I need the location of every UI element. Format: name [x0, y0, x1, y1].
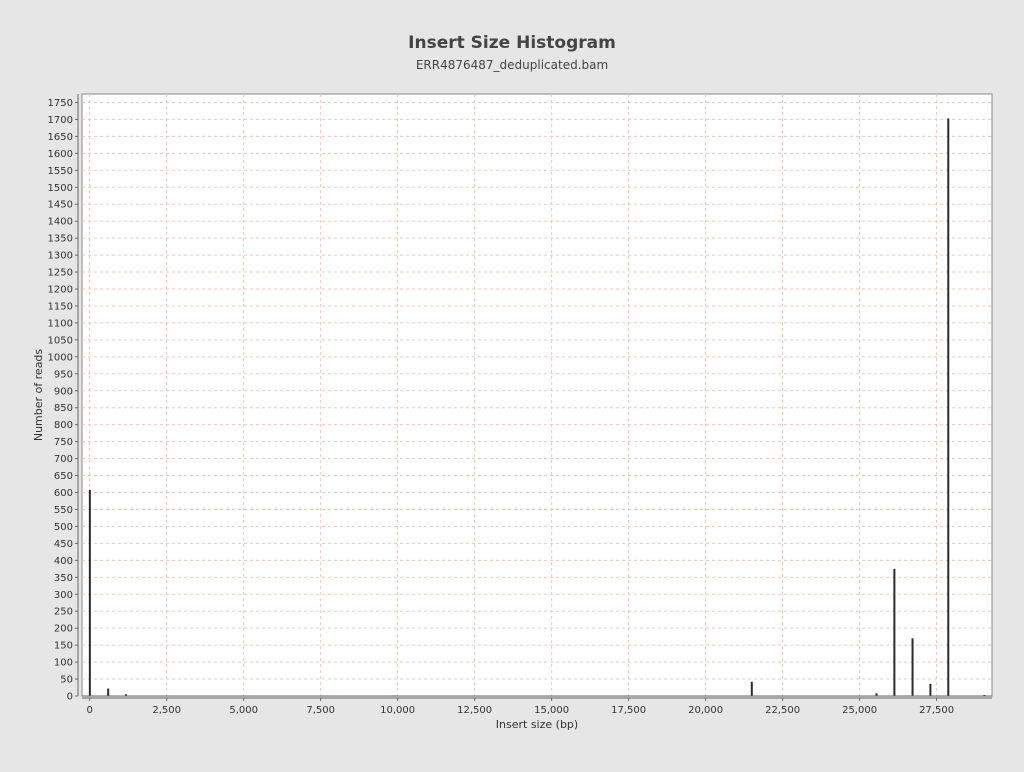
x-tick-label: 17,500 [611, 705, 646, 716]
histogram-bar [88, 489, 91, 696]
y-tick-label: 150 [54, 641, 73, 652]
y-tick-label: 800 [54, 420, 73, 431]
chart-subtitle: ERR4876487_deduplicated.bam [416, 58, 608, 72]
x-tick-label: 7,500 [306, 705, 335, 716]
histogram-bar [893, 568, 896, 696]
x-tick-label: 25,000 [842, 705, 877, 716]
grid-lines [82, 94, 992, 696]
y-tick-label: 1450 [48, 200, 73, 211]
y-tick-label: 1150 [48, 301, 73, 312]
y-tick-label: 200 [54, 624, 73, 635]
histogram-bar [125, 694, 128, 696]
x-axis-label: Insert size (bp) [496, 718, 578, 731]
histogram-bar [750, 681, 753, 696]
x-tick-label: 2,500 [152, 705, 181, 716]
y-tick-label: 650 [54, 471, 73, 482]
y-tick-label: 0 [67, 692, 73, 703]
y-tick-label: 1700 [48, 115, 73, 126]
y-tick-label: 250 [54, 607, 73, 618]
y-tick-label: 50 [60, 675, 73, 686]
y-tick-label: 700 [54, 454, 73, 465]
x-tick-label: 22,500 [765, 705, 800, 716]
histogram-bar [911, 638, 914, 696]
histogram-bar [107, 688, 110, 696]
y-tick-label: 1400 [48, 217, 73, 228]
y-tick-label: 950 [54, 369, 73, 380]
bars [88, 118, 986, 697]
y-tick-label: 400 [54, 556, 73, 567]
y-tick-label: 850 [54, 403, 73, 414]
y-tick-label: 500 [54, 522, 73, 533]
y-tick-label: 1050 [48, 335, 73, 346]
y-tick-label: 1650 [48, 132, 73, 143]
y-axis-label: Number of reads [32, 349, 45, 442]
y-tick-label: 900 [54, 386, 73, 397]
y-tick-label: 1600 [48, 149, 73, 160]
x-tick-label: 10,000 [380, 705, 415, 716]
y-tick-label: 600 [54, 488, 73, 499]
x-tick-label: 12,500 [457, 705, 492, 716]
y-tick-label: 1250 [48, 268, 73, 279]
y-tick-label: 450 [54, 539, 73, 550]
y-tick-label: 1000 [48, 352, 73, 363]
histogram-bar [983, 694, 986, 696]
y-tick-label: 1350 [48, 234, 73, 245]
axes: 0 50 100 150 200 250 300 350 400 450 500 550 600 650 7… [48, 94, 992, 716]
x-tick-label: 27,500 [919, 705, 954, 716]
chart-title: Insert Size Histogram [408, 33, 616, 53]
histogram-bar [947, 118, 950, 697]
y-tick-label: 1550 [48, 166, 73, 177]
x-tick-label: 15,000 [534, 705, 569, 716]
y-tick-label: 1300 [48, 251, 73, 262]
plot-area [81, 93, 993, 697]
y-tick-label: 550 [54, 505, 73, 516]
y-tick-label: 1100 [48, 318, 73, 329]
y-tick-label: 1500 [48, 183, 73, 194]
y-tick-label: 750 [54, 437, 73, 448]
y-tick-label: 300 [54, 590, 73, 601]
x-tick-label: 0 [87, 705, 93, 716]
histogram-bar [875, 693, 878, 696]
x-tick-label: 20,000 [688, 705, 723, 716]
y-tick-label: 100 [54, 658, 73, 669]
y-tick-label: 1750 [48, 98, 73, 109]
histogram-bar [929, 683, 932, 696]
y-tick-label: 350 [54, 573, 73, 584]
y-tick-label: 1200 [48, 285, 73, 296]
x-tick-label: 5,000 [229, 705, 258, 716]
